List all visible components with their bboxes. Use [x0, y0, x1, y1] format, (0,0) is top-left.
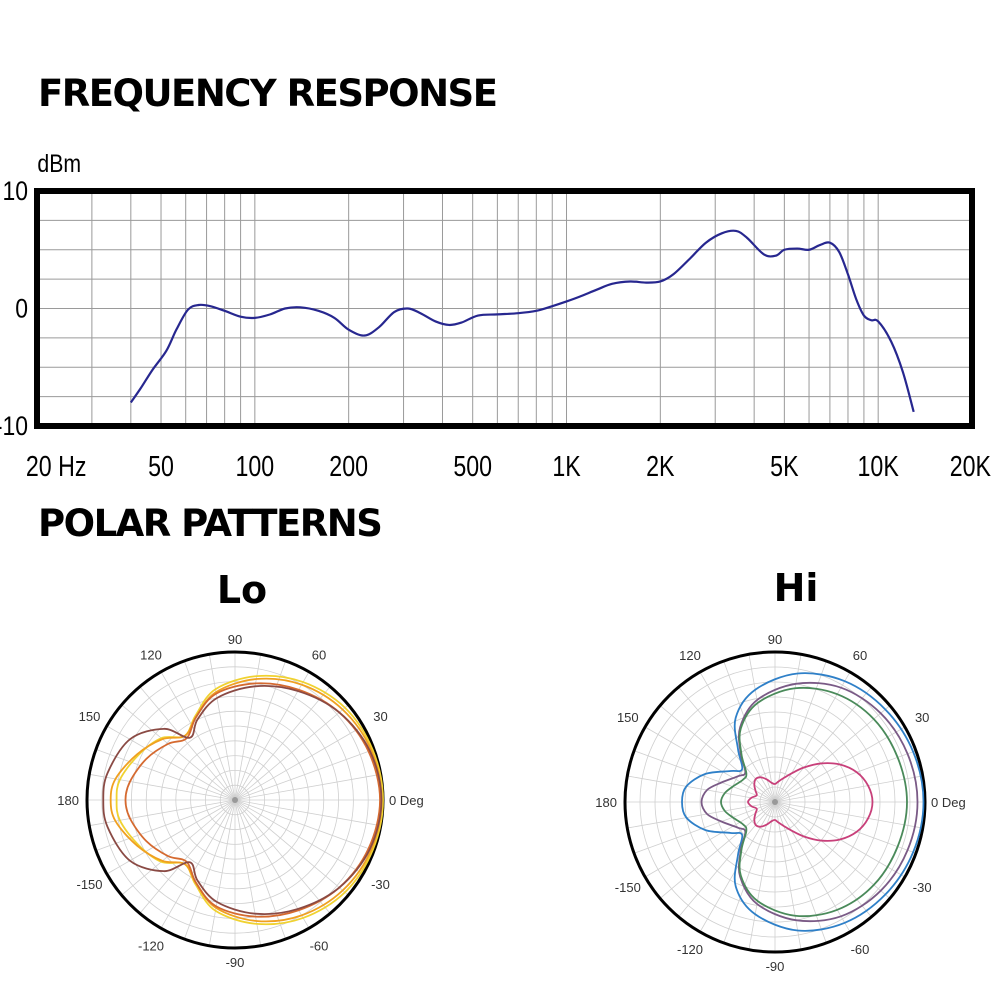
fr-x-tick-label: 10K [858, 449, 900, 482]
fr-x-tick-label: 50 [148, 449, 174, 482]
fr-y-tick-label: 10 [2, 176, 28, 206]
fr-y-axis-label: dBm [37, 149, 81, 177]
frequency-response-title: FREQUENCY RESPONSE [38, 72, 498, 115]
polar-patterns-title: POLAR PATTERNS [38, 502, 383, 545]
fr-grid [37, 191, 972, 426]
hi-polar-title: Hi [773, 566, 819, 610]
fr-x-tick-label: 1K [552, 449, 581, 482]
lo-polar-title: Lo [216, 568, 268, 612]
fr-series-group [129, 229, 915, 413]
fr-y-tick-label: -10 [0, 411, 28, 441]
fr-y-tick-label: 0 [15, 294, 28, 324]
fr-x-tick-label: 200 [329, 449, 368, 482]
fr-plot-frame [34, 188, 975, 429]
fr-x-tick-label: 20 Hz [26, 449, 87, 482]
fr-x-tick-label: 100 [235, 449, 274, 482]
fr-x-tick-label: 20K [950, 449, 992, 482]
fr-x-tick-label: 500 [453, 449, 492, 482]
fr-x-tick-label: 2K [646, 449, 675, 482]
fr-response-line [129, 229, 915, 413]
fr-x-tick-label: 5K [770, 449, 799, 482]
